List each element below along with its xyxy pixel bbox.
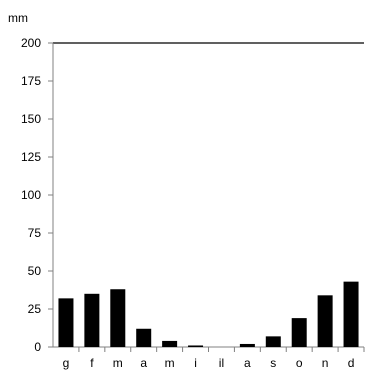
x-tick-label: il xyxy=(219,356,224,370)
x-tick-label: g xyxy=(63,356,70,370)
bar-11 xyxy=(317,295,333,347)
bar-12 xyxy=(343,281,359,347)
x-tick-label: m xyxy=(165,356,175,370)
bar-8 xyxy=(239,343,255,347)
bar-10 xyxy=(291,318,307,347)
x-tick-label: d xyxy=(348,356,355,370)
x-tick-label: m xyxy=(113,356,123,370)
y-tick-label: 0 xyxy=(34,340,41,354)
x-tick-label: n xyxy=(322,356,329,370)
bar-4 xyxy=(136,328,152,347)
x-tick-label: i xyxy=(194,356,197,370)
x-tick-label: a xyxy=(140,356,147,370)
bar-1 xyxy=(58,298,74,347)
bar-3 xyxy=(110,289,126,347)
y-axis-unit-label: mm xyxy=(8,11,28,25)
y-tick-label: 100 xyxy=(21,188,41,202)
x-tick-label: o xyxy=(296,356,303,370)
x-tick-label: s xyxy=(270,356,276,370)
x-tick-label: a xyxy=(244,356,251,370)
y-tick-label: 200 xyxy=(21,36,41,50)
x-tick-label: f xyxy=(90,356,94,370)
bar-9 xyxy=(265,336,281,347)
y-tick-label: 150 xyxy=(21,112,41,126)
y-tick-label: 25 xyxy=(28,302,42,316)
y-tick-label: 50 xyxy=(28,264,42,278)
y-tick-label: 175 xyxy=(21,74,41,88)
bar-2 xyxy=(84,293,100,347)
y-tick-label: 75 xyxy=(28,226,42,240)
bar-6 xyxy=(188,345,204,347)
bar-5 xyxy=(162,340,178,347)
y-tick-label: 125 xyxy=(21,150,41,164)
